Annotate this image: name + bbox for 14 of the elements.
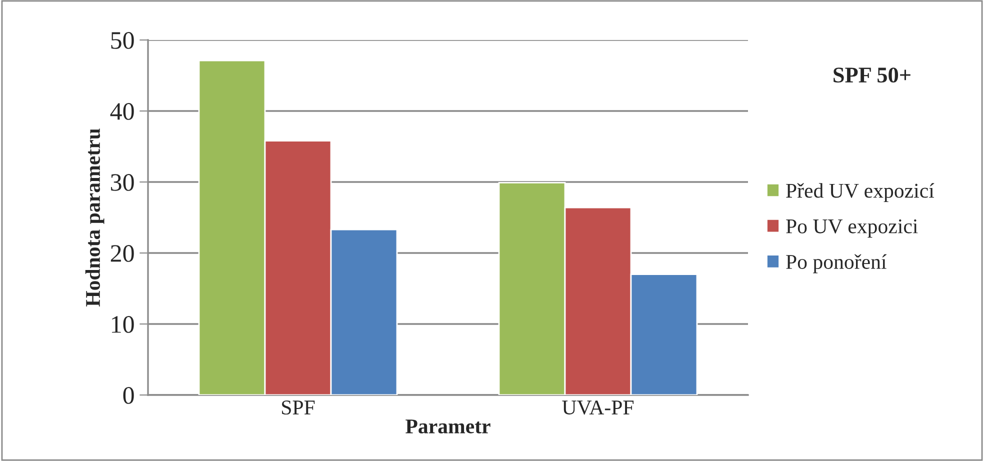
legend-label: Před UV expozicí (786, 183, 934, 202)
legend-label: Po UV expozici (786, 219, 918, 238)
legend-label: Po ponoření (786, 254, 887, 274)
y-tick-label: 30 (111, 174, 134, 191)
text: SPF 50+ (834, 68, 910, 83)
y-tick-label: 50 (111, 32, 134, 49)
y-axis-title: Hodnota parametru (85, 128, 104, 307)
x-tick-label: UVA-PF (562, 400, 634, 415)
x-tick-label: SPF (282, 400, 315, 415)
y-tick-label: 0 (123, 387, 134, 404)
y-tick-label: 10 (112, 316, 134, 333)
x-axis-title: Parametr (406, 420, 490, 434)
y-tick-label: 40 (110, 103, 134, 120)
y-tick-label: 20 (110, 245, 134, 262)
